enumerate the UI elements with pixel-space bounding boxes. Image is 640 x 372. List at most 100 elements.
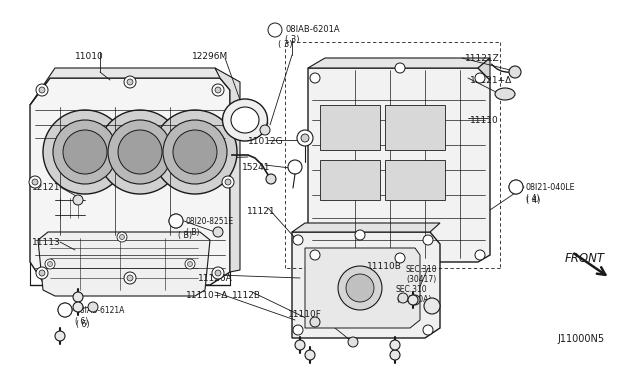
Ellipse shape bbox=[495, 88, 515, 100]
Circle shape bbox=[73, 195, 83, 205]
Circle shape bbox=[268, 23, 282, 37]
Circle shape bbox=[305, 350, 315, 360]
Circle shape bbox=[225, 179, 231, 185]
Circle shape bbox=[120, 234, 125, 240]
Circle shape bbox=[118, 130, 162, 174]
Circle shape bbox=[475, 73, 485, 83]
Circle shape bbox=[185, 259, 195, 269]
Circle shape bbox=[124, 272, 136, 284]
Text: 11012G: 11012G bbox=[248, 137, 284, 146]
Text: B: B bbox=[273, 27, 277, 33]
Circle shape bbox=[117, 232, 127, 242]
Circle shape bbox=[63, 130, 107, 174]
Text: 11140: 11140 bbox=[189, 152, 218, 161]
Circle shape bbox=[295, 340, 305, 350]
Circle shape bbox=[173, 130, 217, 174]
Text: ( 3): ( 3) bbox=[278, 40, 292, 49]
Polygon shape bbox=[308, 68, 490, 262]
Circle shape bbox=[73, 302, 83, 312]
Circle shape bbox=[163, 120, 227, 184]
Circle shape bbox=[39, 270, 45, 276]
Text: 08IAB-6201A: 08IAB-6201A bbox=[285, 25, 340, 34]
Polygon shape bbox=[478, 58, 490, 80]
Text: B: B bbox=[63, 307, 67, 313]
Text: B: B bbox=[514, 184, 518, 190]
Circle shape bbox=[47, 262, 52, 266]
Text: 1112B: 1112B bbox=[232, 291, 261, 300]
Text: 11126A: 11126A bbox=[198, 274, 233, 283]
Circle shape bbox=[188, 262, 193, 266]
Circle shape bbox=[32, 179, 38, 185]
Text: 12296M: 12296M bbox=[192, 52, 228, 61]
Circle shape bbox=[55, 331, 65, 341]
Circle shape bbox=[153, 110, 237, 194]
Text: 15241: 15241 bbox=[242, 163, 271, 172]
Circle shape bbox=[509, 66, 521, 78]
Circle shape bbox=[29, 176, 41, 188]
Circle shape bbox=[36, 84, 48, 96]
Circle shape bbox=[169, 214, 183, 228]
Text: 11121Z: 11121Z bbox=[465, 54, 500, 63]
Text: ( 3): ( 3) bbox=[285, 35, 300, 44]
Text: (31100A): (31100A) bbox=[396, 295, 431, 304]
Text: (30417): (30417) bbox=[406, 275, 436, 284]
Circle shape bbox=[124, 76, 136, 88]
Circle shape bbox=[395, 253, 405, 263]
Text: 11121+Δ: 11121+Δ bbox=[470, 76, 512, 85]
Text: 11113: 11113 bbox=[32, 238, 61, 247]
Circle shape bbox=[88, 302, 98, 312]
Bar bbox=[320, 105, 380, 150]
Circle shape bbox=[213, 227, 223, 237]
Polygon shape bbox=[215, 68, 240, 272]
Text: SEC.310: SEC.310 bbox=[406, 265, 438, 274]
Circle shape bbox=[293, 325, 303, 335]
Text: B: B bbox=[173, 218, 179, 224]
Circle shape bbox=[215, 270, 221, 276]
Circle shape bbox=[127, 275, 133, 281]
Text: B: B bbox=[173, 218, 179, 224]
Circle shape bbox=[43, 110, 127, 194]
Circle shape bbox=[73, 292, 83, 302]
Circle shape bbox=[346, 274, 374, 302]
Text: SEC.310: SEC.310 bbox=[396, 285, 428, 294]
Polygon shape bbox=[305, 248, 420, 328]
Circle shape bbox=[310, 250, 320, 260]
Text: 11010: 11010 bbox=[75, 52, 104, 61]
Circle shape bbox=[36, 267, 48, 279]
Text: ( 6): ( 6) bbox=[75, 317, 88, 326]
Text: 12121: 12121 bbox=[32, 183, 61, 192]
Circle shape bbox=[410, 295, 420, 305]
Circle shape bbox=[212, 84, 224, 96]
Bar bbox=[385, 105, 445, 150]
Text: ( B): ( B) bbox=[178, 231, 192, 240]
Text: ( 4): ( 4) bbox=[526, 196, 540, 205]
Polygon shape bbox=[30, 68, 230, 105]
Bar bbox=[320, 160, 380, 200]
Text: FRONT: FRONT bbox=[565, 252, 605, 265]
Circle shape bbox=[58, 303, 72, 317]
Text: ( B): ( B) bbox=[186, 228, 200, 237]
Polygon shape bbox=[308, 58, 490, 68]
Polygon shape bbox=[292, 232, 440, 338]
Circle shape bbox=[398, 293, 408, 303]
Circle shape bbox=[108, 120, 172, 184]
Circle shape bbox=[293, 235, 303, 245]
Ellipse shape bbox=[223, 99, 268, 141]
Circle shape bbox=[310, 73, 320, 83]
Text: ( 6): ( 6) bbox=[76, 320, 90, 329]
Text: 11110: 11110 bbox=[470, 116, 499, 125]
Text: 11110B: 11110B bbox=[367, 262, 402, 271]
Circle shape bbox=[260, 125, 270, 135]
Circle shape bbox=[395, 63, 405, 73]
Circle shape bbox=[390, 340, 400, 350]
Text: 11121: 11121 bbox=[247, 207, 276, 216]
Circle shape bbox=[127, 79, 133, 85]
Circle shape bbox=[215, 87, 221, 93]
Circle shape bbox=[39, 87, 45, 93]
Circle shape bbox=[408, 295, 418, 305]
Circle shape bbox=[423, 325, 433, 335]
Text: 11110+Δ: 11110+Δ bbox=[186, 291, 228, 300]
Circle shape bbox=[297, 130, 313, 146]
Text: 11110F: 11110F bbox=[288, 310, 322, 319]
Text: 08I21-040LE: 08I21-040LE bbox=[526, 183, 575, 192]
